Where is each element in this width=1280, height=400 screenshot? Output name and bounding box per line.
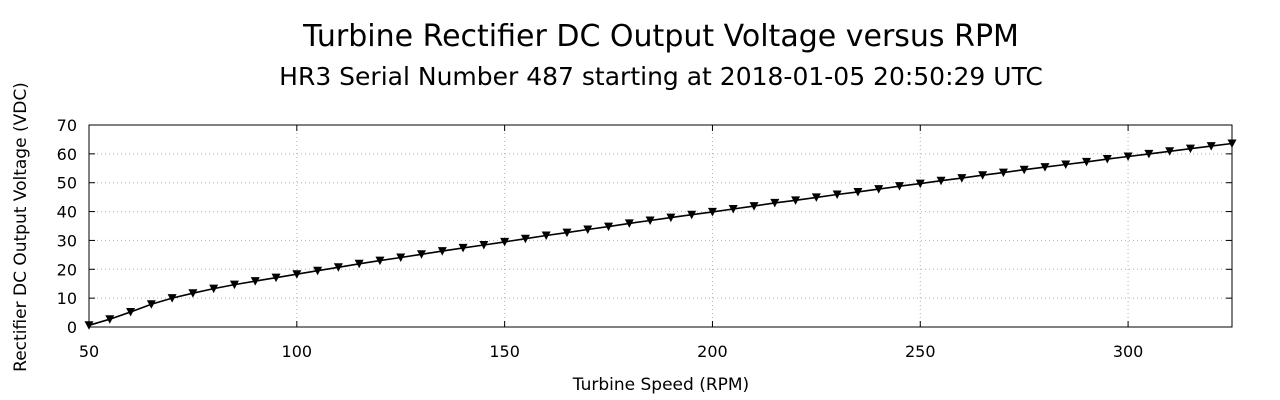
y-tick-label: 60 bbox=[57, 145, 77, 164]
data-point bbox=[666, 213, 676, 223]
data-point bbox=[84, 321, 94, 330]
data-point bbox=[126, 307, 136, 317]
data-point bbox=[645, 216, 655, 226]
data-point bbox=[292, 270, 302, 279]
y-tick-label: 30 bbox=[57, 231, 77, 250]
x-tick-label: 100 bbox=[282, 342, 313, 361]
data-point bbox=[250, 277, 260, 286]
data-point bbox=[1144, 149, 1154, 159]
data-point bbox=[874, 185, 884, 194]
data-point bbox=[458, 243, 468, 253]
data-point bbox=[1165, 147, 1175, 156]
y-tick-label: 70 bbox=[57, 116, 77, 135]
data-point bbox=[396, 253, 406, 262]
data-point bbox=[1019, 165, 1029, 175]
data-point bbox=[853, 187, 863, 197]
data-point bbox=[1185, 144, 1195, 154]
x-tick-label: 200 bbox=[697, 342, 728, 361]
data-point bbox=[707, 207, 717, 217]
y-tick-label: 10 bbox=[57, 289, 77, 308]
data-point bbox=[604, 222, 614, 232]
data-point bbox=[1227, 139, 1237, 148]
data-point bbox=[1123, 152, 1133, 161]
y-axis-label: Rectifier DC Output Voltage (VDC) bbox=[11, 82, 31, 372]
data-point bbox=[541, 231, 551, 241]
data-point bbox=[1102, 155, 1112, 164]
data-point bbox=[624, 219, 634, 228]
data-point bbox=[520, 234, 530, 244]
data-point bbox=[313, 266, 323, 276]
data-point bbox=[437, 247, 447, 256]
data-point bbox=[146, 300, 156, 309]
data-point bbox=[998, 168, 1008, 178]
data-point bbox=[687, 210, 697, 220]
data-point bbox=[333, 263, 343, 272]
data-point bbox=[728, 204, 738, 214]
x-tick-label: 300 bbox=[1113, 342, 1144, 361]
data-point bbox=[770, 198, 780, 208]
data-point bbox=[375, 256, 385, 266]
x-tick-label: 50 bbox=[79, 342, 99, 361]
data-point bbox=[354, 259, 364, 269]
data-point bbox=[105, 315, 115, 324]
data-point bbox=[209, 284, 219, 294]
x-axis-label: Turbine Speed (RPM) bbox=[572, 375, 749, 395]
y-tick-label: 40 bbox=[57, 203, 77, 222]
data-point bbox=[562, 228, 572, 238]
data-point bbox=[749, 202, 759, 211]
data-point bbox=[936, 176, 946, 186]
x-tick-label: 250 bbox=[905, 342, 936, 361]
data-point bbox=[167, 294, 177, 303]
data-point bbox=[811, 193, 821, 202]
data-point bbox=[271, 273, 281, 283]
data-point bbox=[500, 237, 510, 247]
chart-subtitle: HR3 Serial Number 487 starting at 2018-0… bbox=[279, 62, 1043, 91]
data-point bbox=[583, 225, 593, 234]
data-point bbox=[791, 196, 801, 205]
y-tick-label: 0 bbox=[67, 318, 77, 337]
series bbox=[84, 139, 1237, 330]
y-tick-label: 50 bbox=[57, 174, 77, 193]
data-point bbox=[1082, 157, 1092, 167]
x-tick-label: 150 bbox=[489, 342, 520, 361]
y-tick-label: 20 bbox=[57, 260, 77, 279]
data-point bbox=[1061, 160, 1071, 170]
chart-title: Turbine Rectifier DC Output Voltage vers… bbox=[302, 19, 1019, 54]
grid bbox=[89, 125, 1232, 327]
data-point bbox=[957, 174, 967, 183]
data-point bbox=[1206, 142, 1216, 151]
data-point bbox=[978, 171, 988, 180]
data-point bbox=[229, 280, 239, 290]
data-point bbox=[479, 241, 489, 250]
data-point bbox=[832, 190, 842, 200]
data-point bbox=[1040, 163, 1050, 172]
data-point bbox=[188, 289, 198, 298]
series-line bbox=[88, 142, 1233, 327]
data-point bbox=[894, 182, 904, 191]
plot-area-frame bbox=[88, 124, 1233, 328]
data-point bbox=[417, 250, 427, 259]
data-point bbox=[915, 179, 925, 189]
axis-ticks: 0 10 20 30 40 50 60 70 50 100 150 200 250 300 bbox=[57, 116, 1232, 361]
